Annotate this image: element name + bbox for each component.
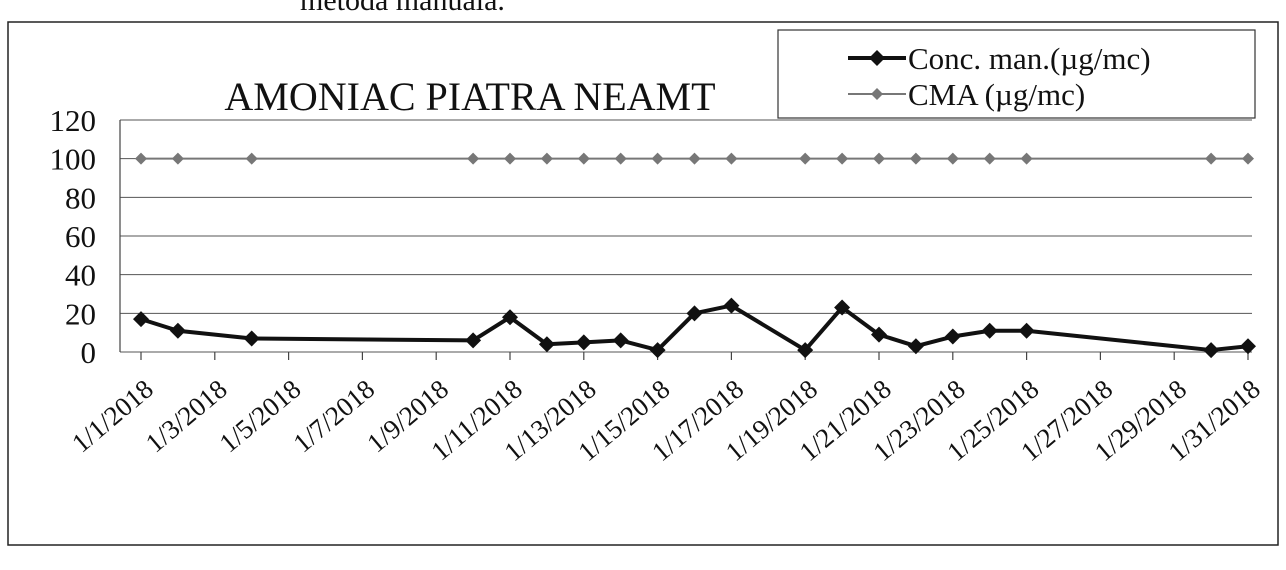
point-marker bbox=[1020, 152, 1033, 165]
point-marker bbox=[1205, 152, 1218, 165]
point-marker bbox=[577, 152, 590, 165]
legend-box bbox=[777, 29, 1256, 119]
point-marker bbox=[540, 152, 553, 165]
chart-title: AMONIAC PIATRA NEAMT bbox=[224, 74, 715, 119]
point-marker bbox=[504, 152, 516, 165]
point-marker bbox=[575, 334, 592, 351]
y-tick-label: 40 bbox=[65, 258, 96, 293]
point-marker bbox=[873, 152, 885, 165]
point-marker bbox=[465, 332, 482, 349]
point-marker bbox=[725, 152, 738, 165]
point-marker bbox=[688, 152, 701, 165]
y-tick-label: 20 bbox=[65, 296, 96, 331]
x-tick-label: 1/7/2018 bbox=[287, 374, 380, 459]
point-marker bbox=[169, 322, 186, 339]
point-marker bbox=[983, 152, 996, 165]
y-tick-label: 60 bbox=[65, 219, 96, 254]
point-marker bbox=[1240, 338, 1256, 355]
point-marker bbox=[834, 299, 851, 316]
legend-label: Conc. man.(µg/mc) bbox=[908, 41, 1151, 76]
point-marker bbox=[467, 152, 480, 165]
point-marker bbox=[649, 342, 666, 359]
y-tick-label: 100 bbox=[50, 142, 97, 177]
point-marker bbox=[944, 328, 961, 345]
y-tick-label: 80 bbox=[65, 180, 96, 215]
point-marker bbox=[612, 332, 629, 349]
point-marker bbox=[686, 305, 703, 322]
point-marker bbox=[1242, 152, 1254, 165]
point-marker bbox=[909, 152, 922, 165]
point-marker bbox=[1018, 322, 1035, 339]
legend-label: CMA (µg/mc) bbox=[908, 77, 1085, 112]
x-tick-label: 1/3/2018 bbox=[140, 374, 233, 459]
y-tick-label: 120 bbox=[50, 103, 97, 138]
caption: metoda manuala. bbox=[300, 0, 505, 17]
point-marker bbox=[946, 152, 959, 165]
x-tick-label: 1/5/2018 bbox=[214, 374, 307, 459]
point-marker bbox=[135, 152, 147, 165]
point-marker bbox=[799, 152, 812, 165]
point-marker bbox=[981, 322, 998, 339]
legend-marker bbox=[871, 88, 883, 100]
point-marker bbox=[836, 152, 849, 165]
legend-marker bbox=[869, 50, 885, 66]
point-marker bbox=[502, 309, 518, 326]
point-marker bbox=[614, 152, 627, 165]
point-marker bbox=[245, 152, 258, 165]
x-tick-label: 1/1/2018 bbox=[66, 374, 159, 459]
point-marker bbox=[133, 311, 149, 328]
point-marker bbox=[723, 297, 740, 314]
y-tick-label: 0 bbox=[81, 335, 97, 370]
point-marker bbox=[907, 338, 924, 355]
chart-border bbox=[7, 21, 1279, 546]
point-marker bbox=[651, 152, 664, 165]
point-marker bbox=[171, 152, 184, 165]
point-marker bbox=[871, 326, 887, 343]
point-marker bbox=[538, 336, 555, 353]
point-marker bbox=[797, 342, 814, 359]
point-marker bbox=[1203, 342, 1220, 359]
point-marker bbox=[243, 330, 260, 347]
